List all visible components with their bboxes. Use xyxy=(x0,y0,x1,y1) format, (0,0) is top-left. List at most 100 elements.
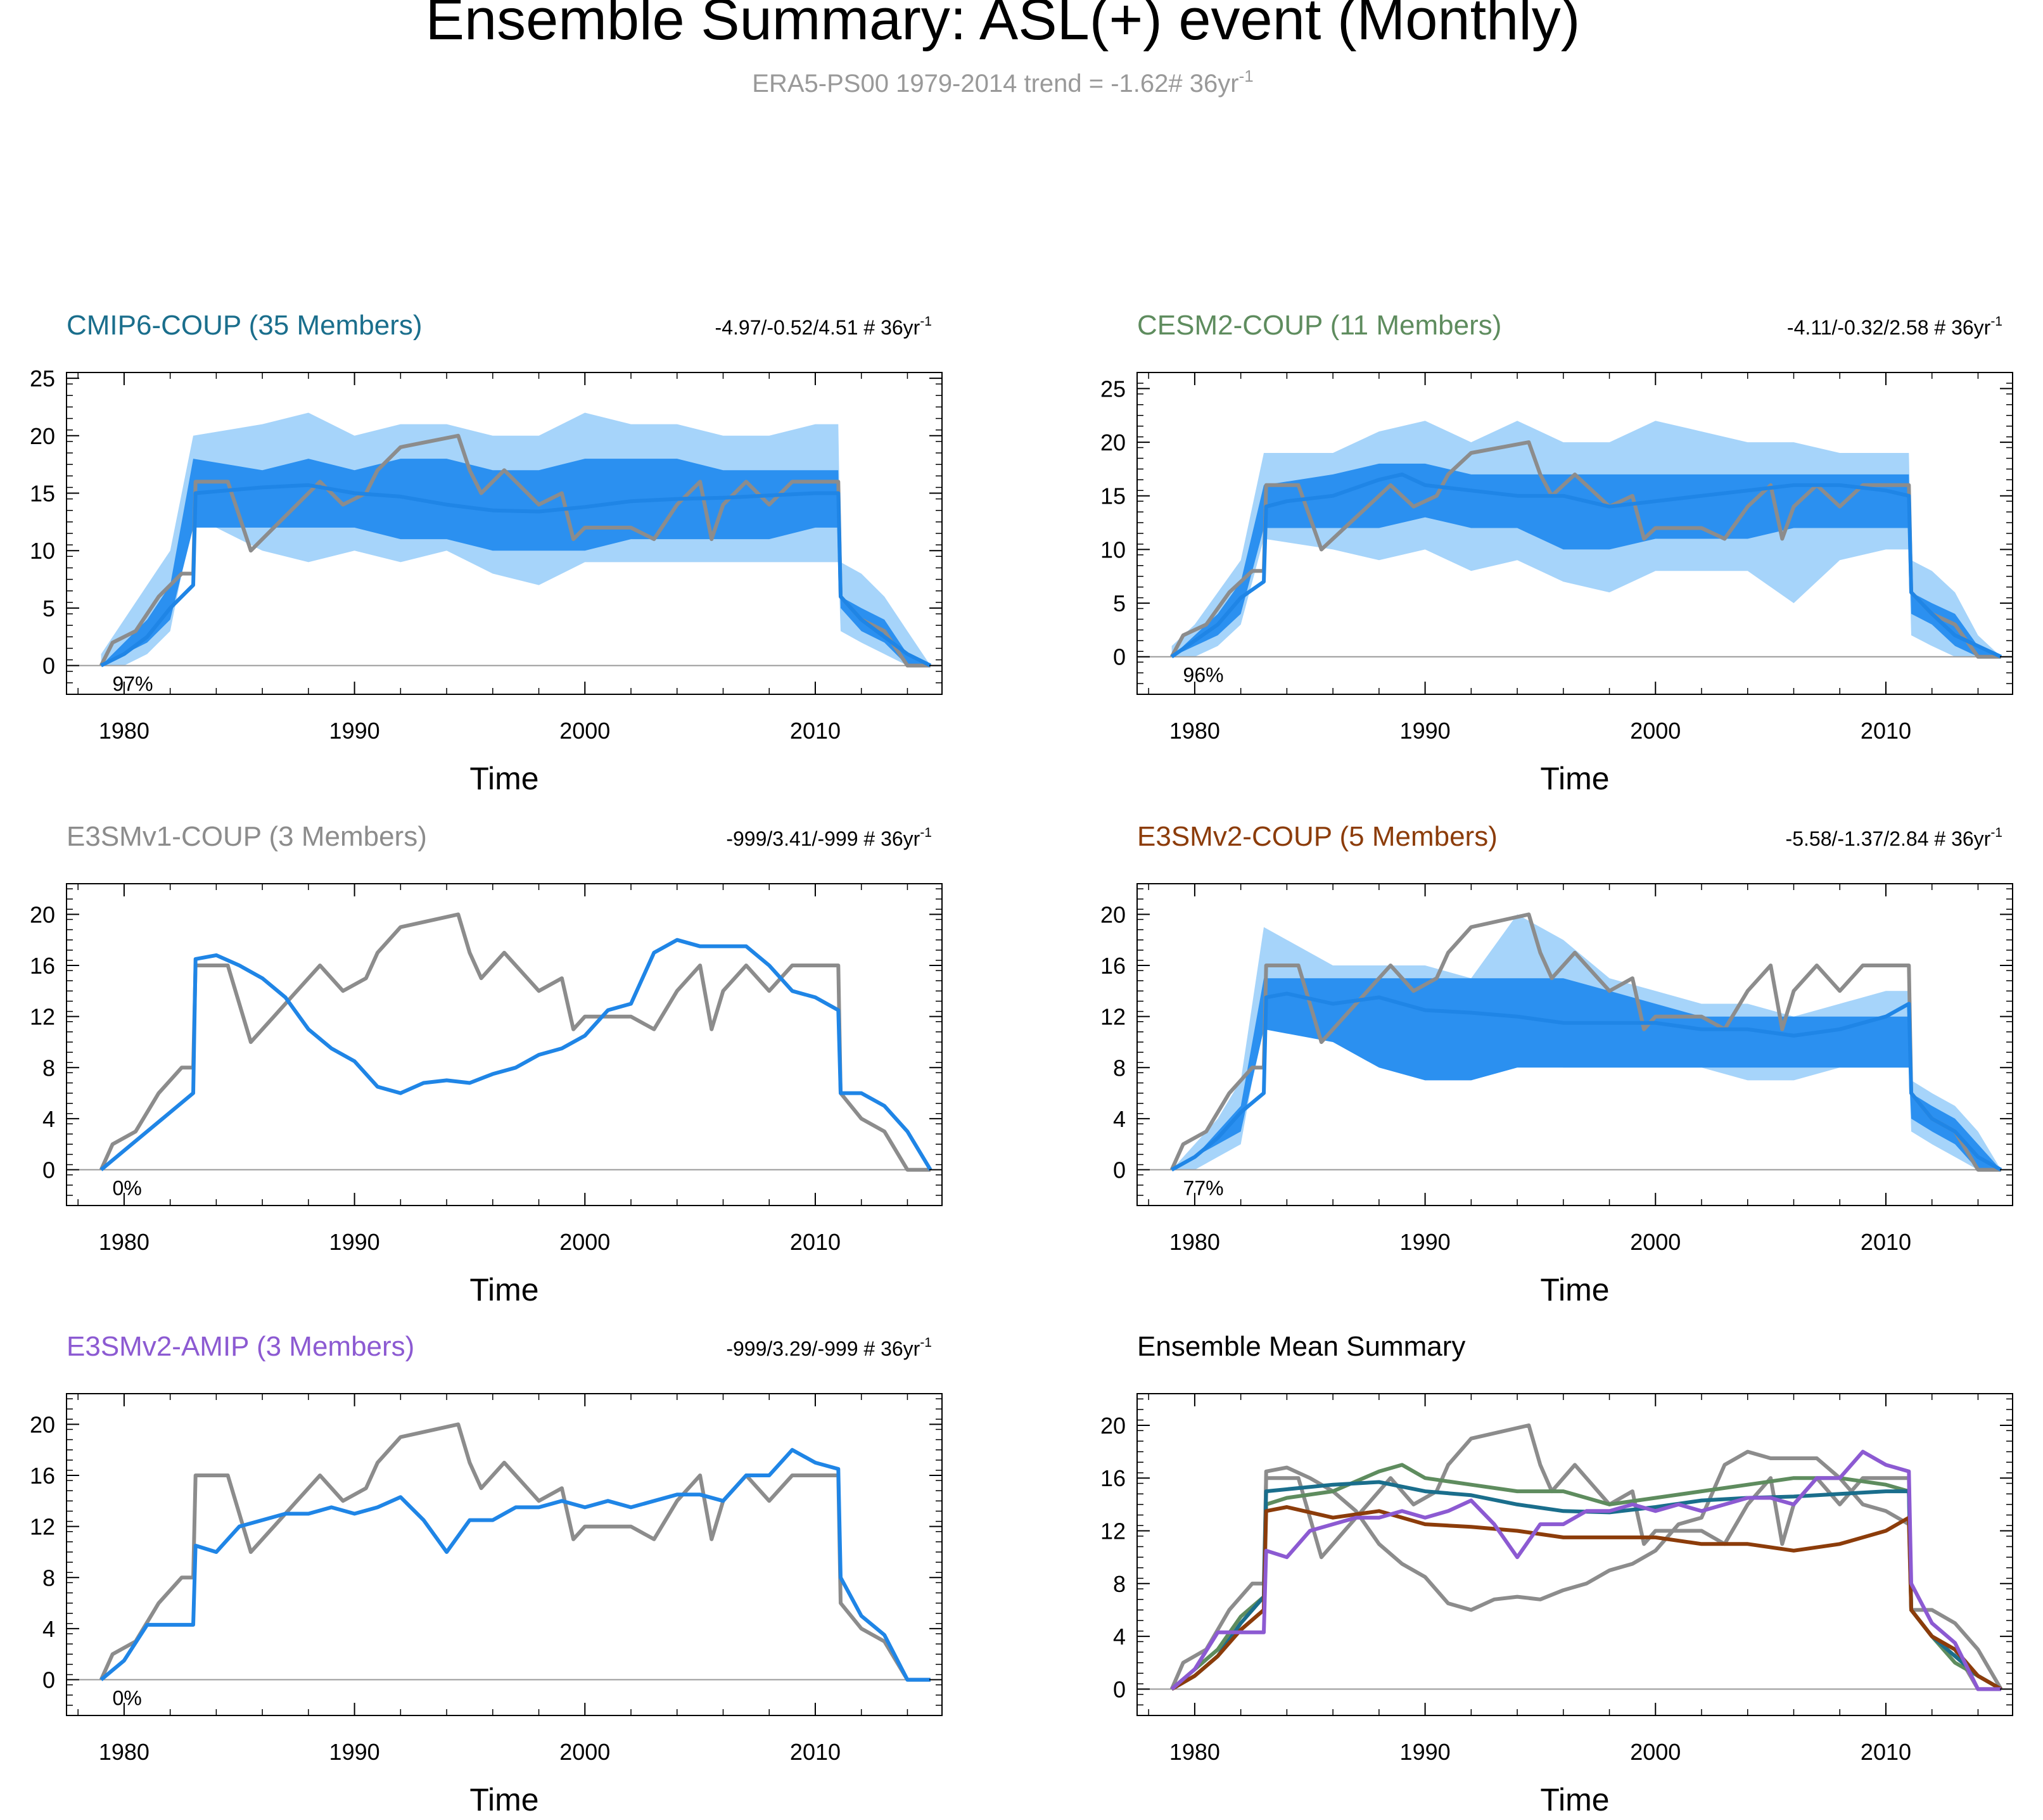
plot-frame xyxy=(1136,1393,2013,1716)
x-tick-label: 2010 xyxy=(790,1229,841,1255)
series-observed xyxy=(1169,440,2001,659)
x-tick-label: 1980 xyxy=(99,1739,150,1765)
panel-title: E3SMv1-COUP (3 Members) xyxy=(67,821,427,852)
y-tick-label: 10 xyxy=(1100,537,1126,563)
x-tick-label: 2000 xyxy=(1630,1229,1681,1255)
plot-frame xyxy=(1136,883,2013,1206)
x-tick-label: 2000 xyxy=(559,1739,610,1765)
trend-value: -4.97/-0.52/4.51 # 36yr xyxy=(715,316,920,339)
panel-trend: -999/3.41/-999 # 36yr-1 xyxy=(726,825,932,850)
trend-sup: -1 xyxy=(920,1335,932,1350)
trend-value: -5.58/-1.37/2.84 # 36yr xyxy=(1786,827,1991,850)
y-tick-label: 0 xyxy=(42,653,55,679)
y-tick-label: 20 xyxy=(30,423,55,449)
y-tick-label: 4 xyxy=(42,1616,55,1642)
y-tick-label: 16 xyxy=(30,953,55,979)
y-tick-label: 25 xyxy=(30,366,55,391)
plot-area xyxy=(67,912,942,1172)
percent-label: 0% xyxy=(113,1687,142,1710)
y-tick-label: 4 xyxy=(1113,1106,1126,1132)
x-tick-label: 1990 xyxy=(1400,718,1451,744)
series-ensemble-mean xyxy=(1170,472,2002,659)
percent-label: 96% xyxy=(1183,664,1224,687)
y-tick-label: 0 xyxy=(1113,1157,1126,1183)
y-tick-label: 12 xyxy=(1100,1004,1126,1030)
series-ensemble-mean xyxy=(100,483,932,668)
y-tick-label: 5 xyxy=(1113,590,1126,616)
x-tick-label: 1990 xyxy=(1400,1739,1451,1765)
plot-frame xyxy=(66,1393,943,1716)
spread-band-inner xyxy=(1171,978,2001,1170)
x-axis-label: Time xyxy=(469,761,538,796)
y-tick-label: 0 xyxy=(1113,1676,1126,1702)
plot-frame xyxy=(66,883,943,1206)
trend-sup: -1 xyxy=(1990,825,2002,840)
percent-label: 77% xyxy=(1183,1177,1224,1200)
x-tick-label: 1990 xyxy=(329,1229,380,1255)
panel-1: CMIP6-COUP (35 Members) -4.97/-0.52/4.51 … xyxy=(30,310,943,796)
series-observed xyxy=(99,912,931,1172)
y-tick-label: 20 xyxy=(30,901,55,927)
y-tick-label: 8 xyxy=(1113,1055,1126,1081)
x-tick-label: 2010 xyxy=(1861,1229,1911,1255)
y-tick-label: 5 xyxy=(42,595,55,621)
y-tick-label: 15 xyxy=(1100,483,1126,509)
plot-area xyxy=(67,1422,942,1682)
trend-sup: -1 xyxy=(1990,314,2002,329)
x-tick-label: 1980 xyxy=(1169,1739,1220,1765)
y-tick-label: 12 xyxy=(30,1514,55,1540)
y-tick-label: 0 xyxy=(42,1667,55,1693)
series-e3smv1-coup xyxy=(1170,1449,2003,1691)
trend-value: -999/3.41/-999 # 36yr xyxy=(726,827,920,850)
x-tick-label: 1980 xyxy=(1169,718,1220,744)
y-tick-label: 4 xyxy=(1113,1624,1126,1650)
y-tick-label: 20 xyxy=(1100,901,1126,927)
y-tick-label: 12 xyxy=(1100,1518,1126,1544)
y-tick-label: 25 xyxy=(1100,376,1126,402)
y-tick-label: 8 xyxy=(42,1565,55,1591)
x-axis-label: Time xyxy=(469,1782,538,1817)
subtitle-main: ERA5-PS00 1979-2014 trend = -1.62# 36yr xyxy=(752,70,1238,98)
panel-title: Ensemble Mean Summary xyxy=(1137,1331,1465,1362)
subtitle-sup: -1 xyxy=(1239,67,1254,86)
panel-5: E3SMv2-AMIP (3 Members) -999/3.29/-999 # … xyxy=(30,1331,943,1817)
x-tick-label: 1990 xyxy=(1400,1229,1451,1255)
y-tick-label: 16 xyxy=(1100,953,1126,979)
series-observed xyxy=(99,433,931,668)
plot-area xyxy=(1137,421,2013,659)
x-axis-label: Time xyxy=(469,1272,538,1308)
panel-trend: -4.97/-0.52/4.51 # 36yr-1 xyxy=(715,314,932,339)
trend-sup: -1 xyxy=(920,825,932,840)
x-tick-label: 2010 xyxy=(1861,1739,1911,1765)
x-axis-label: Time xyxy=(1540,1782,1609,1817)
trend-value: -4.11/-0.32/2.58 # 36yr xyxy=(1787,316,1991,339)
x-tick-label: 2010 xyxy=(790,718,841,744)
y-tick-label: 20 xyxy=(1100,430,1126,455)
x-tick-label: 1980 xyxy=(99,1229,150,1255)
series-observed xyxy=(1169,1423,2001,1691)
y-tick-label: 8 xyxy=(1113,1571,1126,1597)
panel-trend: -4.11/-0.32/2.58 # 36yr-1 xyxy=(1787,314,2002,339)
trend-value: -999/3.29/-999 # 36yr xyxy=(726,1337,920,1360)
x-tick-label: 2000 xyxy=(559,1229,610,1255)
y-tick-label: 10 xyxy=(30,538,55,564)
series-ensemble-mean xyxy=(1171,991,2002,1172)
panel-4: E3SMv2-COUP (5 Members) -5.58/-1.37/2.84 … xyxy=(1100,821,2013,1308)
panel-6: Ensemble Mean Summary 0 4 8 12 16 20 1980 1990 20… xyxy=(1100,1331,2013,1817)
figure-subtitle: ERA5-PS00 1979-2014 trend = -1.62# 36yr-… xyxy=(752,67,1253,98)
x-axis-label: Time xyxy=(1540,1272,1609,1308)
percent-label: 97% xyxy=(113,673,153,696)
panel-trend: -999/3.29/-999 # 36yr-1 xyxy=(726,1335,932,1360)
x-tick-label: 1990 xyxy=(329,718,380,744)
plot-area xyxy=(1137,1423,2013,1691)
y-tick-label: 20 xyxy=(30,1411,55,1437)
x-tick-label: 2000 xyxy=(1630,1739,1681,1765)
y-tick-label: 16 xyxy=(1100,1465,1126,1491)
figure-title: Ensemble Summary: ASL(+) event (Monthly) xyxy=(426,0,1581,52)
plot-area xyxy=(67,412,942,668)
y-tick-label: 8 xyxy=(42,1055,55,1081)
x-tick-label: 2000 xyxy=(1630,718,1681,744)
panel-title: E3SMv2-COUP (5 Members) xyxy=(1137,821,1498,852)
panel-3: E3SMv1-COUP (3 Members) -999/3.41/-999 # … xyxy=(30,821,943,1308)
